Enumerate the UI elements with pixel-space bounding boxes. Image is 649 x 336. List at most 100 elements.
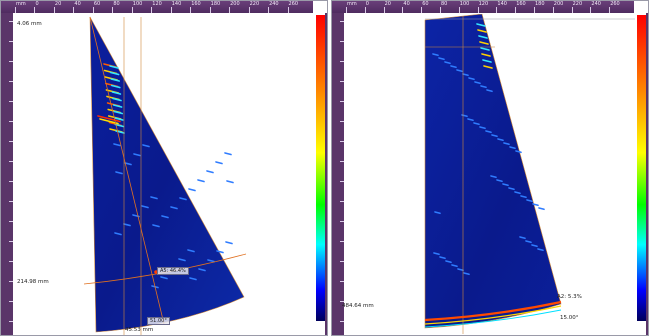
ruler-tick — [496, 7, 498, 13]
echo-indication — [490, 175, 497, 179]
ruler-tick — [9, 281, 13, 282]
ruler-tick-label: 240 — [591, 1, 601, 7]
echo-indication — [480, 85, 487, 89]
ruler-tick — [190, 7, 192, 13]
echo-indication — [152, 224, 160, 228]
ruler-tick-label: 180 — [535, 1, 545, 7]
echo-indication — [519, 236, 526, 240]
cursor-amplitude-label[interactable]: A5: 46.4% — [157, 267, 189, 275]
ruler-tick — [340, 321, 344, 322]
ruler-tick-label: 140 — [497, 1, 507, 7]
ruler-tick-label: 80 — [113, 1, 120, 7]
echo-indication — [142, 144, 150, 148]
echo-indication — [141, 205, 149, 209]
echo-indication — [481, 53, 491, 57]
echo-indication — [179, 197, 187, 201]
ruler-tick — [15, 7, 16, 13]
ruler-tick-label: 0 — [35, 1, 39, 7]
echo-indication — [123, 223, 131, 227]
echo-indication — [474, 81, 481, 85]
ruler-tick-label: 120 — [478, 1, 489, 7]
echo-indication — [207, 259, 215, 263]
amplitude-color-palette — [316, 15, 325, 321]
ruler-tick-label: 120 — [152, 1, 162, 7]
ruler-tick-label: 220 — [572, 1, 583, 7]
sector-scan-panel-right[interactable]: mm 0 20 40 60 80 100 120 140 160 180 200 220 240 260 4… — [331, 0, 649, 336]
sector-scan-fan — [424, 14, 562, 329]
ruler-tick — [340, 221, 344, 222]
ruler-tick — [9, 241, 13, 242]
ruler-tick-label: 140 — [171, 1, 182, 7]
ruler-tick — [340, 81, 344, 82]
echo-indication — [485, 130, 492, 134]
echo-indications — [97, 63, 234, 289]
ruler-tick — [92, 7, 94, 13]
echo-indication — [216, 250, 224, 254]
echo-indication — [113, 143, 121, 147]
echo-indication — [451, 264, 458, 268]
echo-indication — [462, 73, 469, 77]
ruler-tick-label: 260 — [288, 1, 299, 7]
ruler-tick — [170, 7, 172, 13]
echo-indication — [479, 126, 486, 130]
echo-indication — [450, 65, 457, 69]
colorbar-ruler — [646, 13, 648, 335]
sector-scan-view[interactable] — [14, 14, 314, 335]
sector-scan-panel-left[interactable]: mm 0 20 40 60 80 100 120 140 160 180 200 220 240 260 4… — [0, 0, 328, 336]
echo-indication — [113, 110, 123, 115]
echo-indication — [508, 187, 515, 191]
ruler-tick-label: 80 — [441, 1, 448, 7]
ruler-tick — [340, 61, 344, 62]
angle-label: 15.00° — [560, 315, 579, 321]
echo-indication — [483, 65, 493, 69]
top-ruler: mm 0 20 40 60 80 100 120 140 160 180 200 220 240 260 — [1, 1, 313, 13]
echo-indication — [515, 150, 522, 154]
ruler-tick — [340, 201, 344, 202]
echo-indication — [525, 240, 532, 244]
ruler-tick — [340, 261, 344, 262]
echo-indication — [109, 65, 119, 69]
echo-indication — [526, 199, 533, 203]
ruler-tick — [287, 7, 289, 13]
echo-indication — [509, 146, 516, 150]
ruler-tick — [340, 241, 344, 242]
ruler-tick — [340, 141, 344, 142]
sector-scan-fan — [89, 16, 245, 333]
sector-scan-view[interactable] — [345, 14, 635, 335]
cursor-marker — [154, 270, 158, 274]
echo-indication — [115, 171, 123, 175]
echo-indication — [215, 161, 223, 165]
echo-indication — [482, 59, 492, 63]
colorbar-ruler — [325, 13, 327, 335]
ruler-tick — [151, 7, 153, 13]
echo-indication — [457, 268, 464, 272]
ruler-tick — [458, 7, 460, 13]
echo-indication — [433, 252, 440, 256]
echo-indication — [160, 276, 168, 280]
echo-indication — [112, 97, 122, 102]
echo-indication — [188, 188, 196, 192]
position-readout: 45.53 mm — [125, 327, 154, 333]
ruler-tick — [340, 21, 344, 22]
ruler-tick-label: 40 — [403, 1, 410, 7]
echo-indication — [112, 104, 123, 108]
ruler-tick — [9, 21, 13, 22]
echo-indication — [109, 71, 120, 76]
echo-indication — [531, 244, 538, 248]
depth-top-readout: 4.06 mm — [17, 21, 42, 27]
amplitude-label: A2: 5.3% — [557, 294, 582, 300]
ruler-tick — [131, 7, 133, 13]
ruler-tick — [340, 181, 344, 182]
echo-indication — [486, 89, 493, 93]
ruler-tick — [9, 221, 13, 222]
echo-indication — [434, 211, 441, 215]
beam-angle-label[interactable]: 51.00° — [147, 317, 170, 325]
echo-indication — [124, 162, 132, 166]
ruler-tick-label: 200 — [553, 1, 564, 7]
echo-indication — [438, 57, 445, 61]
ruler-tick — [9, 141, 13, 142]
echo-indication — [187, 249, 195, 253]
beam-angle-line — [89, 16, 165, 325]
echo-indication — [226, 180, 234, 184]
ruler-tick — [9, 41, 13, 42]
